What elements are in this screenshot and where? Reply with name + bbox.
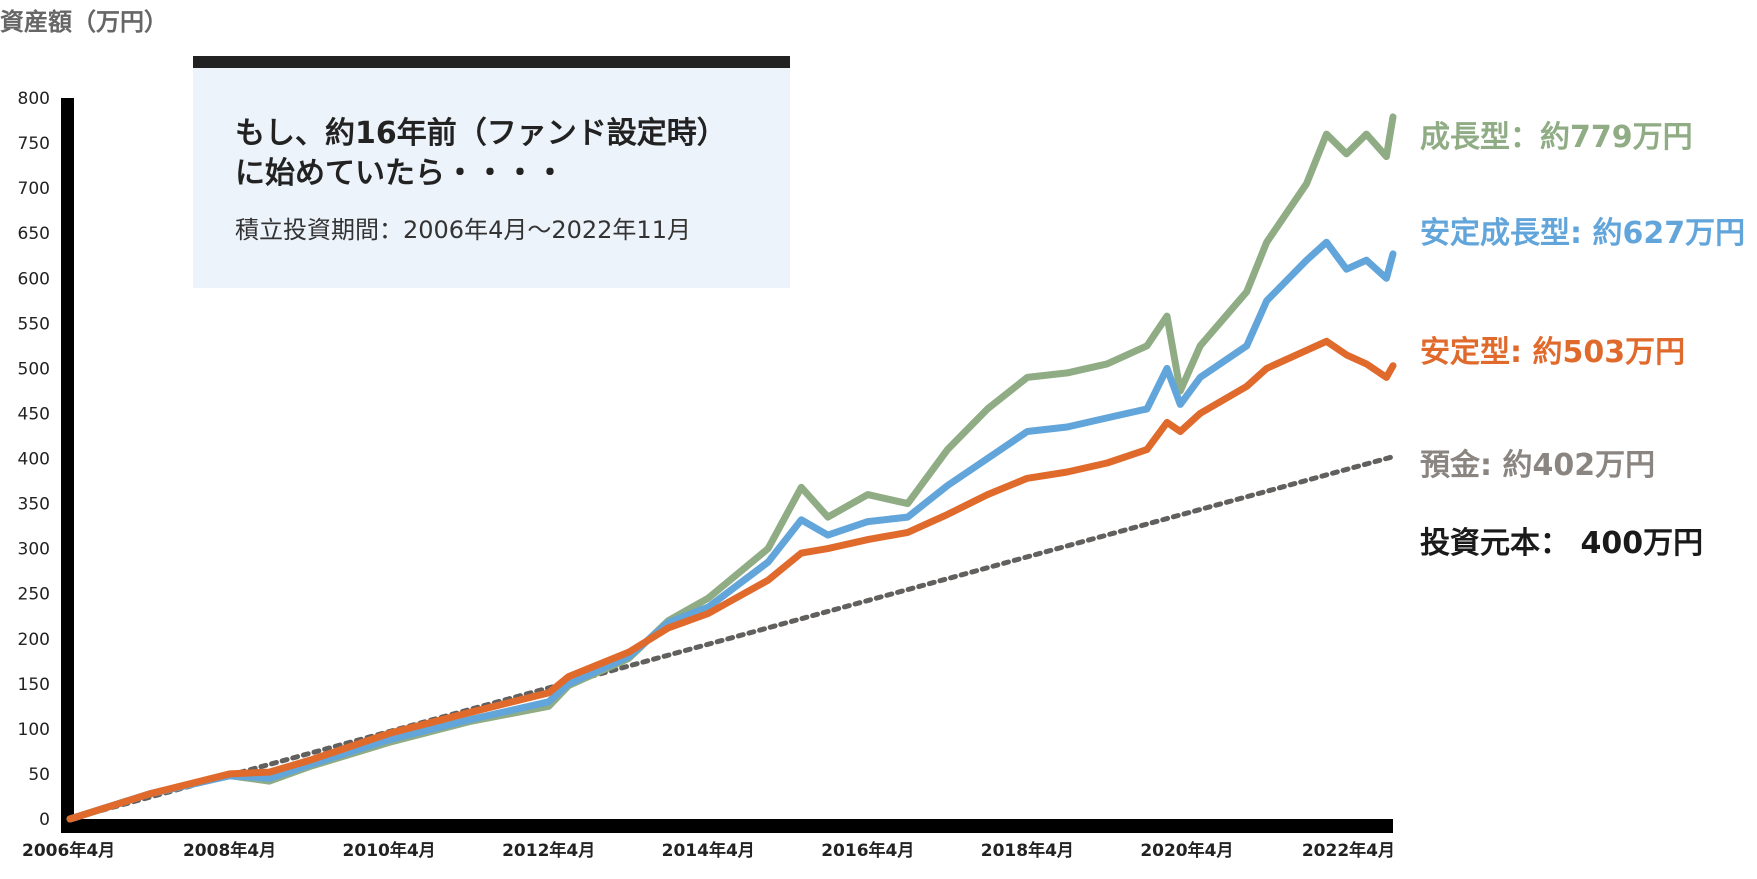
chart-series — [66, 113, 1397, 823]
x-tick-label: 2018年4月 — [981, 840, 1074, 861]
y-tick-label: 50 — [28, 765, 50, 785]
y-tick-label: 300 — [18, 540, 50, 560]
y-tick-label: 0 — [39, 810, 50, 830]
end-label-stable-growth: 安定成長型: 約627万円 — [1420, 216, 1746, 251]
y-tick-label: 550 — [18, 314, 50, 334]
y-tick-label: 700 — [18, 179, 50, 199]
y-tick-label: 150 — [18, 675, 50, 695]
x-axis-line — [61, 819, 1393, 833]
x-tick-label: 2016年4月 — [821, 840, 914, 861]
y-tick-label: 800 — [18, 89, 50, 109]
x-tick-label: 2022年4月 — [1302, 840, 1395, 861]
x-tick-label: 2006年4月 — [22, 840, 115, 861]
x-tick-label: 2012年4月 — [502, 840, 595, 861]
y-tick-label: 600 — [18, 269, 50, 289]
end-label-deposit: 預金: 約402万円 — [1420, 448, 1656, 483]
series-line-stable-growth — [66, 238, 1397, 823]
y-tick-label: 200 — [18, 630, 50, 650]
info-headline: もし、約16年前（ファンド設定時） に始めていたら・・・・ — [235, 116, 727, 191]
y-tick-label: 350 — [18, 495, 50, 515]
y-axis-line — [61, 98, 74, 825]
x-tick-label: 2010年4月 — [343, 840, 436, 861]
y-tick-label: 100 — [18, 720, 50, 740]
y-tick-label: 650 — [18, 224, 50, 244]
end-label-principal: 投資元本： 400万円 — [1420, 526, 1704, 561]
info-box: もし、約16年前（ファンド設定時） に始めていたら・・・・ 積立投資期間：200… — [193, 56, 790, 288]
x-tick-labels: 2006年4月 2008年4月 2010年4月 2012年4月 2014年4月 2016年… — [22, 840, 1395, 861]
chart-axes — [61, 98, 1393, 833]
y-unit-label: 資産額（万円） — [0, 8, 168, 36]
y-tick-label: 250 — [18, 585, 50, 605]
end-label-stable: 安定型: 約503万円 — [1420, 335, 1686, 370]
end-label-growth: 成長型：約779万円 — [1420, 120, 1693, 155]
y-tick-label: 500 — [18, 359, 50, 379]
x-tick-label: 2020年4月 — [1140, 840, 1233, 861]
y-tick-label: 450 — [18, 404, 50, 424]
y-tick-labels: 0 50 100 150 200 250 300 350 400 450 500 550 600 650 7… — [18, 89, 50, 830]
series-line-deposit — [67, 454, 1396, 822]
x-tick-label: 2008年4月 — [183, 840, 276, 861]
x-tick-label: 2014年4月 — [662, 840, 755, 861]
y-tick-label: 750 — [18, 134, 50, 154]
series-line-stable — [66, 337, 1397, 823]
info-period: 積立投資期間：2006年4月〜2022年11月 — [235, 216, 691, 244]
y-tick-label: 400 — [18, 450, 50, 470]
